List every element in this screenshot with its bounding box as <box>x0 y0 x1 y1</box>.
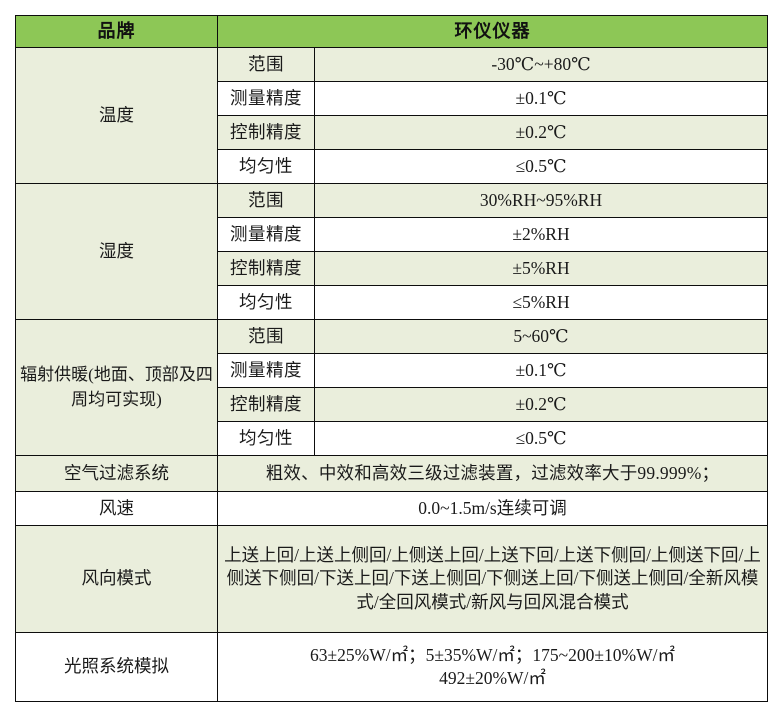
sub-label-humidity-control-accuracy: 控制精度 <box>217 251 315 286</box>
value-radiant-uniformity: ≤0.5℃ <box>314 421 768 456</box>
sub-label-temperature-range: 范围 <box>217 47 315 82</box>
row-value-airflow-mode: 上送上回/上送上侧回/上侧送上回/上送下回/上送下侧回/上侧送下回/上侧送下侧回… <box>217 525 768 633</box>
table-row: 光照系统模拟 63±25%W/㎡；5±35%W/㎡；175~200±10%W/㎡… <box>15 632 768 702</box>
table-row: 辐射供暖(地面、顶部及四周均可实现) 范围 5~60℃ <box>15 319 768 456</box>
table-row: 湿度 范围 30%RH~95%RH <box>15 183 768 320</box>
value-humidity-uniformity: ≤5%RH <box>314 285 768 320</box>
table-row: 控制精度 ±5%RH <box>16 251 768 286</box>
table-row: 风速 0.0~1.5m/s连续可调 <box>15 491 768 526</box>
table-header-row: 品牌 环仪仪器 <box>15 15 768 48</box>
value-temperature-range: -30℃~+80℃ <box>314 47 768 82</box>
light-simulation-line-1: 63±25%W/㎡；5±35%W/㎡；175~200±10%W/㎡ <box>310 644 675 665</box>
group-label-temperature: 温度 <box>15 47 218 184</box>
header-cell-brand: 品牌 <box>15 15 218 48</box>
table-row: 风向模式 上送上回/上送上侧回/上侧送上回/上送下回/上送下侧回/上侧送下回/上… <box>15 525 768 633</box>
sub-label-radiant-measure-accuracy: 测量精度 <box>217 353 315 388</box>
row-label-wind-speed: 风速 <box>15 491 218 526</box>
sub-label-humidity-uniformity: 均匀性 <box>217 285 315 320</box>
row-value-wind-speed: 0.0~1.5m/s连续可调 <box>217 491 768 526</box>
sub-label-temperature-control-accuracy: 控制精度 <box>217 115 315 150</box>
value-humidity-control-accuracy: ±5%RH <box>314 251 768 286</box>
table-row: 测量精度 ±0.1℃ <box>16 353 768 388</box>
row-label-light-simulation: 光照系统模拟 <box>15 632 218 702</box>
table-row: 测量精度 ±2%RH <box>16 217 768 252</box>
group-label-humidity: 湿度 <box>15 183 218 320</box>
value-temperature-uniformity: ≤0.5℃ <box>314 149 768 184</box>
table-row: 均匀性 ≤0.5℃ <box>16 421 768 456</box>
sub-label-radiant-range: 范围 <box>217 319 315 354</box>
sub-label-temperature-uniformity: 均匀性 <box>217 149 315 184</box>
sub-label-temperature-measure-accuracy: 测量精度 <box>217 81 315 116</box>
header-cell-company: 环仪仪器 <box>217 15 768 48</box>
table-row: 温度 范围 -30℃~+80℃ <box>15 47 768 184</box>
table-row: 测量精度 ±0.1℃ <box>16 81 768 116</box>
value-temperature-measure-accuracy: ±0.1℃ <box>314 81 768 116</box>
table-row: 空气过滤系统 粗效、中效和高效三级过滤装置，过滤效率大于99.999%； <box>15 455 768 492</box>
value-radiant-range: 5~60℃ <box>314 319 768 354</box>
row-value-light-simulation: 63±25%W/㎡；5±35%W/㎡；175~200±10%W/㎡ 492±20… <box>217 632 768 702</box>
row-label-airflow-mode: 风向模式 <box>15 525 218 633</box>
value-humidity-range: 30%RH~95%RH <box>314 183 768 218</box>
sub-label-humidity-range: 范围 <box>217 183 315 218</box>
sub-label-radiant-control-accuracy: 控制精度 <box>217 387 315 422</box>
specification-table-container: 品牌 环仪仪器 温度 范围 -30℃~+80℃ 测量精度 ±0.1℃ 控制精度 … <box>15 15 768 702</box>
row-label-air-filtration: 空气过滤系统 <box>15 455 218 492</box>
specification-table: 品牌 环仪仪器 温度 范围 -30℃~+80℃ 测量精度 ±0.1℃ 控制精度 … <box>15 15 768 702</box>
row-value-air-filtration: 粗效、中效和高效三级过滤装置，过滤效率大于99.999%； <box>217 455 768 492</box>
sub-label-humidity-measure-accuracy: 测量精度 <box>217 217 315 252</box>
value-humidity-measure-accuracy: ±2%RH <box>314 217 768 252</box>
value-temperature-control-accuracy: ±0.2℃ <box>314 115 768 150</box>
light-simulation-line-2: 492±20%W/㎡ <box>439 668 546 688</box>
value-radiant-control-accuracy: ±0.2℃ <box>314 387 768 422</box>
sub-label-radiant-uniformity: 均匀性 <box>217 421 315 456</box>
table-row: 均匀性 ≤0.5℃ <box>16 149 768 184</box>
table-row: 控制精度 ±0.2℃ <box>16 115 768 150</box>
table-row: 控制精度 ±0.2℃ <box>16 387 768 422</box>
group-label-radiant-heating: 辐射供暖(地面、顶部及四周均可实现) <box>15 319 218 456</box>
value-radiant-measure-accuracy: ±0.1℃ <box>314 353 768 388</box>
